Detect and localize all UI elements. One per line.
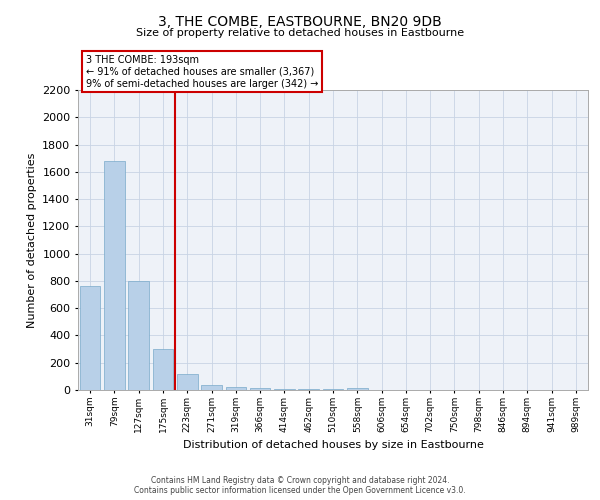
Text: Size of property relative to detached houses in Eastbourne: Size of property relative to detached ho… xyxy=(136,28,464,38)
Bar xyxy=(104,161,125,390)
Bar xyxy=(128,281,149,390)
Bar xyxy=(152,349,173,390)
Bar xyxy=(201,384,222,390)
Bar xyxy=(80,286,100,390)
Y-axis label: Number of detached properties: Number of detached properties xyxy=(26,152,37,328)
Bar xyxy=(347,388,368,390)
Text: Contains HM Land Registry data © Crown copyright and database right 2024.
Contai: Contains HM Land Registry data © Crown c… xyxy=(134,476,466,495)
X-axis label: Distribution of detached houses by size in Eastbourne: Distribution of detached houses by size … xyxy=(182,440,484,450)
Bar xyxy=(250,388,271,390)
Text: 3 THE COMBE: 193sqm
← 91% of detached houses are smaller (3,367)
9% of semi-deta: 3 THE COMBE: 193sqm ← 91% of detached ho… xyxy=(86,56,318,88)
Bar xyxy=(226,386,246,390)
Bar xyxy=(177,374,197,390)
Text: 3, THE COMBE, EASTBOURNE, BN20 9DB: 3, THE COMBE, EASTBOURNE, BN20 9DB xyxy=(158,15,442,29)
